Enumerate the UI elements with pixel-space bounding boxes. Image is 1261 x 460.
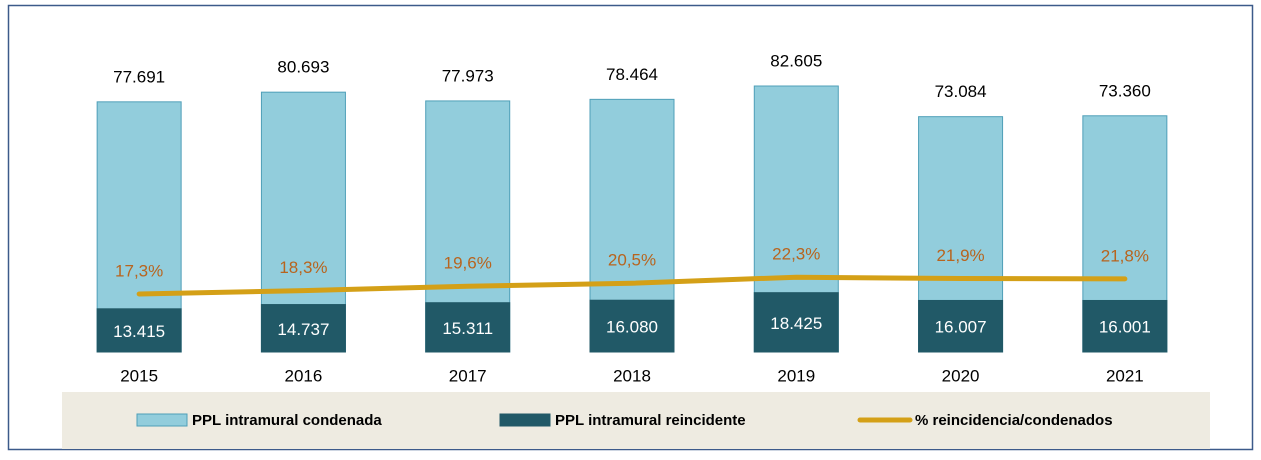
value-label: 82.605: [770, 51, 822, 70]
value-label: 78.464: [606, 65, 658, 84]
value-label: 18.425: [770, 314, 822, 333]
value-label: 77.973: [442, 66, 494, 85]
x-tick-label: 2020: [942, 366, 980, 385]
value-label: 80.693: [277, 58, 329, 77]
value-label: 21,9%: [936, 246, 984, 265]
value-label: 20,5%: [608, 251, 656, 270]
x-tick-label: 2021: [1106, 366, 1144, 385]
value-label: 73.084: [935, 82, 987, 101]
value-label: 14.737: [277, 320, 329, 339]
bar: [1082, 299, 1168, 353]
bar: [425, 302, 511, 353]
legend-background: [62, 392, 1210, 449]
bar: [260, 304, 346, 353]
value-label: 73.360: [1099, 81, 1151, 100]
value-label: 19,6%: [444, 254, 492, 273]
value-label: 77.691: [113, 67, 165, 86]
legend-swatch: [136, 413, 188, 427]
value-label: 13.415: [113, 322, 165, 341]
legend-label: % reincidencia/condenados: [915, 412, 1113, 429]
bar: [589, 299, 675, 353]
x-tick-label: 2015: [120, 366, 158, 385]
line: [136, 274, 1128, 297]
value-label: 17,3%: [115, 261, 163, 280]
value-label: 22,3%: [772, 245, 820, 264]
legend-swatch: [499, 413, 551, 427]
value-label: 16.001: [1099, 318, 1151, 337]
legend-label: PPL intramural condenada: [192, 412, 382, 429]
bar: [918, 299, 1004, 353]
x-tick-label: 2019: [777, 366, 815, 385]
bar: [753, 292, 839, 353]
legend-label: PPL intramural reincidente: [555, 412, 746, 429]
value-label: 16.007: [935, 318, 987, 337]
bar: [96, 308, 182, 353]
x-tick-label: 2017: [449, 366, 487, 385]
value-label: 21,8%: [1101, 246, 1149, 265]
value-label: 15.311: [442, 319, 493, 338]
value-label: 16.080: [606, 318, 658, 337]
value-label: 18,3%: [279, 258, 327, 277]
x-tick-label: 2016: [285, 366, 323, 385]
x-tick-label: 2018: [613, 366, 651, 385]
